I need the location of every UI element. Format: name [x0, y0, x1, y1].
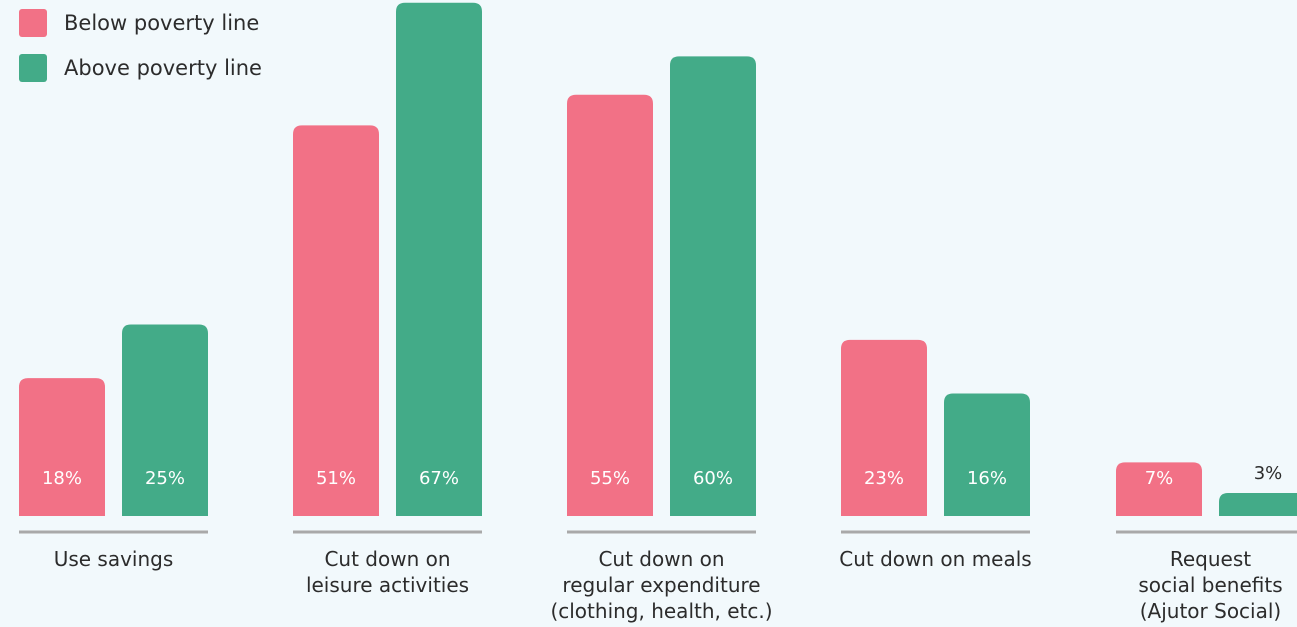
bar-label-1-4: 3%: [1254, 463, 1283, 484]
category-label-4: Request social benefits (Ajutor Social): [1138, 547, 1282, 623]
bar-1-3: [944, 393, 1030, 516]
bar-0-3: [841, 339, 927, 516]
bar-0-1: [293, 125, 379, 516]
bar-1-1: [396, 2, 482, 516]
bar-label-1-1: 67%: [419, 468, 459, 489]
legend-item-above: Above poverty line: [19, 53, 262, 83]
category-label-4-line-2: (Ajutor Social): [1140, 599, 1281, 623]
bar-label-0-4: 7%: [1145, 468, 1174, 489]
bar-0-0: [19, 378, 105, 516]
category-label-0: Use savings: [54, 547, 174, 571]
category-label-3-line-0: Cut down on meals: [839, 547, 1031, 571]
legend-swatch-above: [19, 54, 47, 82]
bar-label-1-2: 60%: [693, 468, 733, 489]
category-label-2-line-2: (clothing, health, etc.): [550, 599, 772, 623]
legend: Below poverty line Above poverty line: [19, 8, 262, 98]
bar-1-4: [1219, 493, 1297, 516]
bar-label-0-3: 23%: [864, 468, 904, 489]
legend-label-above: Above poverty line: [64, 56, 262, 80]
bar-label-1-3: 16%: [967, 468, 1007, 489]
legend-swatch-below: [19, 9, 47, 37]
category-label-1: Cut down on leisure activities: [306, 547, 469, 597]
category-label-0-line-0: Use savings: [54, 547, 174, 571]
category-label-1-line-0: Cut down on: [324, 547, 450, 571]
category-label-2: Cut down on regular expenditure (clothing,…: [550, 547, 772, 623]
legend-label-below: Below poverty line: [64, 11, 260, 35]
bar-0-2: [567, 94, 653, 516]
bar-label-0-2: 55%: [590, 468, 630, 489]
bar-1-0: [122, 324, 208, 516]
bar-0-4: [1116, 462, 1202, 516]
category-label-1-line-1: leisure activities: [306, 573, 469, 597]
category-label-2-line-0: Cut down on: [598, 547, 724, 571]
bar-label-1-0: 25%: [145, 468, 185, 489]
bar-label-0-1: 51%: [316, 468, 356, 489]
category-label-3: Cut down on meals: [839, 547, 1031, 571]
bar-label-0-0: 18%: [42, 468, 82, 489]
bar-1-2: [670, 56, 756, 517]
category-label-2-line-1: regular expenditure: [562, 573, 760, 597]
category-label-4-line-1: social benefits: [1138, 573, 1282, 597]
category-label-4-line-0: Request: [1170, 547, 1251, 571]
legend-item-below: Below poverty line: [19, 8, 262, 38]
